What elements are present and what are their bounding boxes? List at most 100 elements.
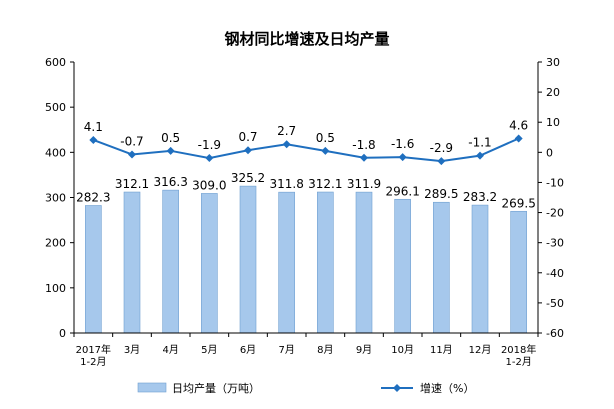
line-point-marker [205,154,214,163]
line-point-marker [321,146,330,155]
bar-value-label: 296.1 [385,184,419,198]
bar-value-label: 311.9 [347,177,381,191]
line-point-marker [166,146,175,155]
legend: 日均产量（万吨） 增速（%） [137,381,474,395]
x-category-line: 8月 [317,344,333,356]
line-value-label: -1.1 [468,136,491,150]
left-tick-label: 300 [45,192,66,205]
x-category-line: 11月 [430,344,453,356]
left-tick-label: 100 [45,282,66,295]
bar [162,189,179,334]
legend-line-marker [393,384,401,392]
x-category-line: 10月 [391,344,414,356]
bar [123,191,141,334]
bar [510,210,527,334]
x-category-label: 8月 [317,344,333,356]
bar [471,204,489,334]
right-tick-label: -20 [546,207,564,220]
x-category-line: 4月 [162,344,178,356]
x-category-line: 6月 [240,344,256,356]
line-value-label: -1.9 [198,138,221,152]
x-category-label: 12月 [469,344,492,356]
right-tick-label: 0 [546,146,553,159]
legend-bar-label: 日均产量（万吨） [172,381,260,395]
x-category-label: 5月 [201,344,217,356]
x-category-line: 1-2月 [505,356,531,368]
bar-value-label: 312.1 [308,177,342,191]
line-point-marker [437,157,446,166]
bar-value-label: 325.2 [231,171,265,185]
right-tick-label: -50 [546,297,564,310]
legend-bar-swatch [137,382,167,393]
line-value-label: 0.7 [238,130,257,144]
line-value-label: 4.1 [84,120,103,134]
line-point-marker [128,150,136,159]
bar-value-label: 283.2 [463,190,497,204]
x-category-line: 2018年 [501,343,536,356]
right-tick-label: -60 [546,327,564,340]
x-category-label: 3月 [124,344,140,356]
chart-title: 钢材同比增速及日均产量 [224,30,389,48]
x-category-line: 7月 [278,344,294,356]
right-tick-label: 20 [546,86,560,99]
line-value-label: -2.9 [430,141,453,155]
x-category-label: 10月 [391,344,414,356]
left-tick-label: 200 [45,237,66,250]
line-value-label: 4.6 [509,118,528,132]
line-point-marker [514,134,523,143]
x-category-label: 2018年 1-2月 [501,343,536,368]
right-tick-label: -10 [546,176,564,189]
right-tick-label: 10 [546,116,560,129]
bar-value-label: 309.0 [192,178,226,192]
left-axis: 0 100 200 300 400 500 600 [45,56,75,340]
line-value-label: -0.7 [120,134,143,148]
right-tick-label: -40 [546,267,564,280]
bar [85,205,102,334]
x-category-line: 2017年 [76,343,111,356]
line-series: 4.1 -0.7 0.5 -1.9 0.7 2.7 0.5 -1.8 -1.6 -2.9 -1.1 4… [84,118,528,166]
x-category-label: 7月 [278,344,294,356]
left-tick-label: 500 [45,101,66,114]
line-point-marker [398,153,407,162]
bar-value-label: 316.3 [153,175,187,189]
growth-line [92,137,520,163]
x-category-line: 9月 [356,344,372,356]
x-category-label: 9月 [356,344,372,356]
line-point-marker [360,153,368,162]
bar-series: 282.3 312.1 316.3 309.0 325.2 311.8 312.1 311.9… [76,171,536,334]
line-value-label: -1.6 [391,137,414,151]
x-category-label: 4月 [162,344,178,356]
bar [355,191,373,334]
x-category-label: 2017年 1-2月 [76,343,111,368]
x-category-label: 11月 [430,344,453,356]
bar-value-label: 311.8 [269,177,303,191]
line-point-marker [89,135,98,144]
bar [201,193,218,334]
line-point-marker [244,146,252,155]
line-value-label: 0.5 [316,131,335,145]
bar [394,198,411,334]
x-category-line: 1-2月 [80,356,106,368]
bar [278,191,295,334]
left-tick-label: 0 [59,327,66,340]
bar-value-label: 289.5 [424,187,458,201]
line-value-label: -1.8 [352,138,375,152]
line-point-marker [282,140,291,149]
line-value-label: 2.7 [277,124,296,138]
bar-value-label: 312.1 [115,177,149,191]
line-point-marker [476,151,484,160]
legend-line-label: 增速（%） [420,381,474,395]
left-tick-label: 600 [45,56,66,69]
x-category-line: 3月 [124,344,140,356]
x-category-line: 12月 [469,344,492,356]
bar [433,201,450,334]
x-category-line: 5月 [201,344,217,356]
line-value-label: 0.5 [161,131,180,145]
right-axis: -60 -50 -40 -30 -20 -10 0 10 20 30 [537,56,564,340]
left-tick-label: 400 [45,146,66,159]
bar-value-label: 282.3 [76,190,110,204]
x-category-label: 6月 [240,344,256,356]
